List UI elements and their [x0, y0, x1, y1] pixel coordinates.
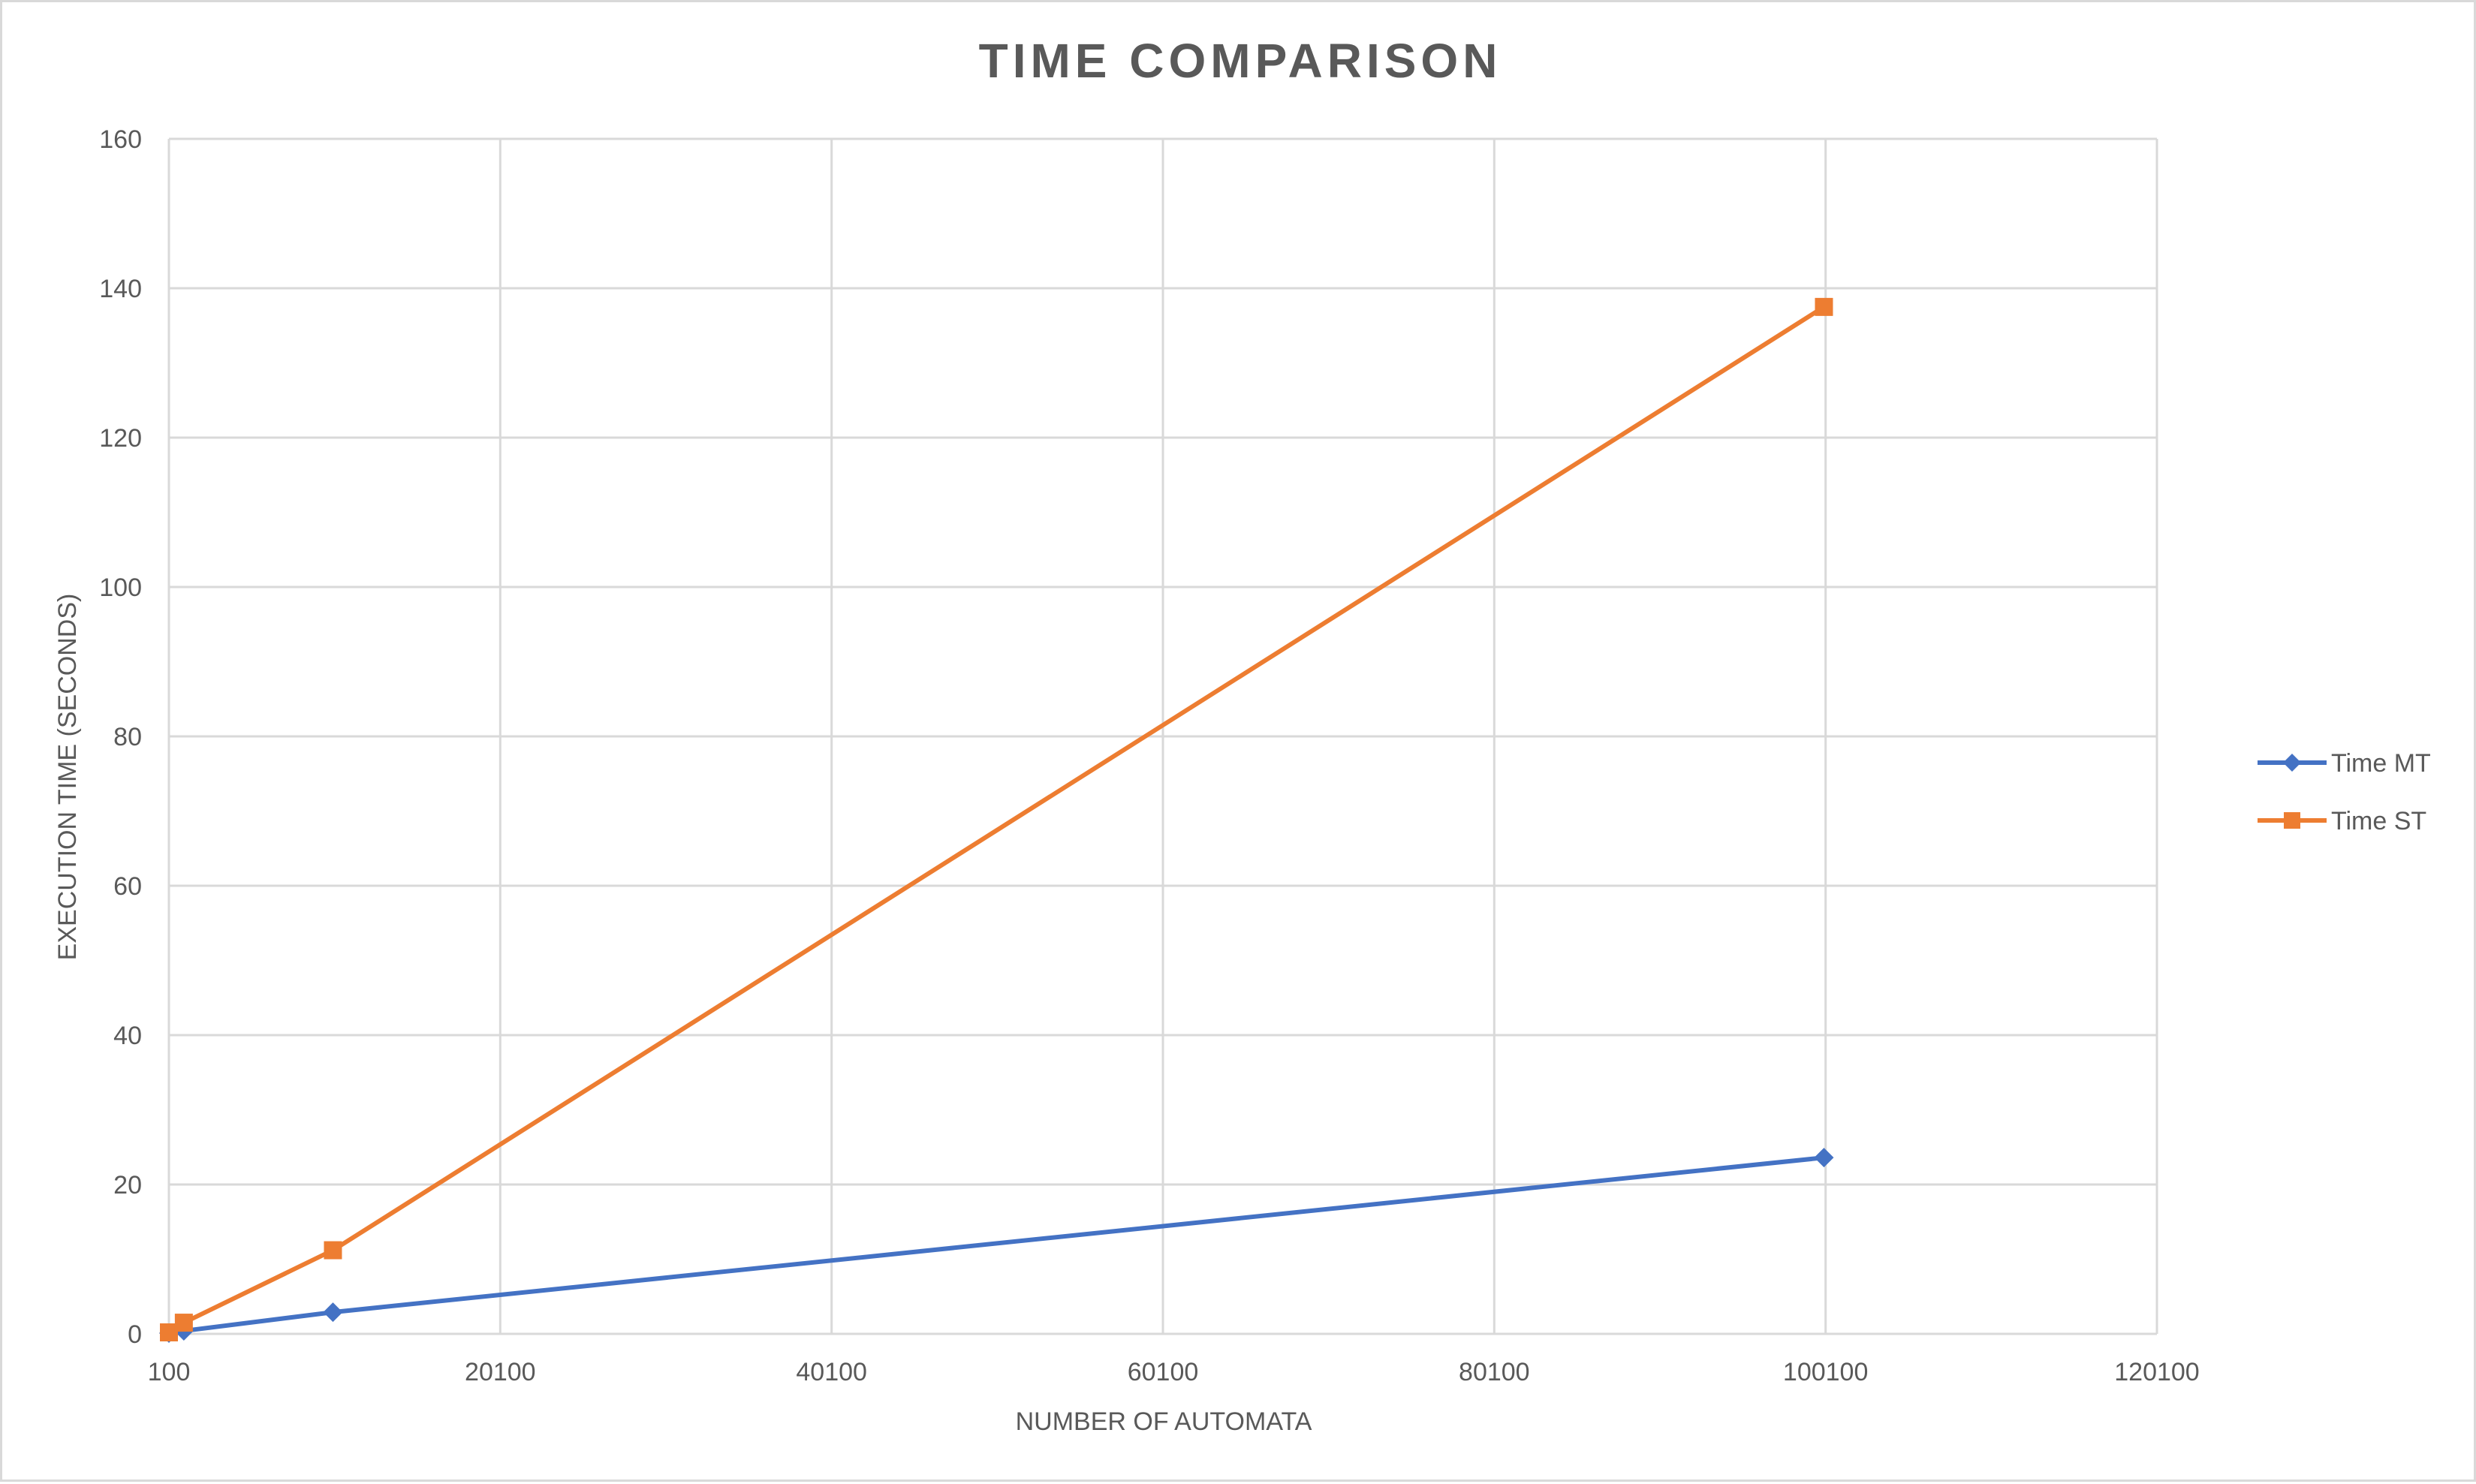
x-tick-label: 100	[148, 1358, 191, 1386]
y-tick-label: 80	[113, 723, 142, 751]
grid	[167, 137, 2158, 1335]
data-point	[323, 1302, 343, 1323]
y-tick-label: 160	[99, 125, 142, 154]
data-point	[1815, 297, 1833, 316]
data-point	[324, 1241, 342, 1260]
x-tick-label: 120100	[2114, 1358, 2199, 1386]
legend-item: Time MT	[2258, 749, 2431, 778]
chart-title: TIME COMPARISON	[979, 34, 1502, 88]
y-tick-label: 20	[113, 1171, 142, 1200]
x-tick-label: 100100	[1783, 1358, 1868, 1386]
labels: TIME COMPARISON NUMBER OF AUTOMATA EXECU…	[53, 34, 1502, 1436]
x-tick-label: 40100	[796, 1358, 867, 1386]
x-tick-label: 80100	[1459, 1358, 1530, 1386]
legend-marker	[2283, 754, 2301, 772]
legend-label: Time ST	[2331, 807, 2426, 835]
series-time-mt	[159, 1148, 1834, 1344]
x-axis-label: NUMBER OF AUTOMATA	[1016, 1407, 1312, 1436]
y-tick-label: 120	[99, 424, 142, 453]
data-point	[174, 1314, 193, 1332]
legend: Time MT Time ST	[2258, 749, 2431, 835]
series-line	[167, 305, 1826, 1335]
y-tick-label: 100	[99, 573, 142, 602]
x-tick-label: 60100	[1128, 1358, 1199, 1386]
y-axis-label: EXECUTION TIME (SECONDS)	[53, 594, 82, 961]
series-time-st	[160, 297, 1833, 1342]
data-point	[1814, 1148, 1834, 1168]
legend-label: Time MT	[2331, 749, 2431, 778]
legend-item: Time ST	[2258, 807, 2426, 835]
y-tick-label: 0	[128, 1320, 142, 1349]
series	[159, 297, 1834, 1344]
x-tick-label: 20100	[465, 1358, 536, 1386]
y-tick-label: 40	[113, 1022, 142, 1050]
legend-marker	[2284, 812, 2300, 829]
y-tick-label: 140	[99, 275, 142, 303]
y-tick-label: 60	[113, 872, 142, 901]
